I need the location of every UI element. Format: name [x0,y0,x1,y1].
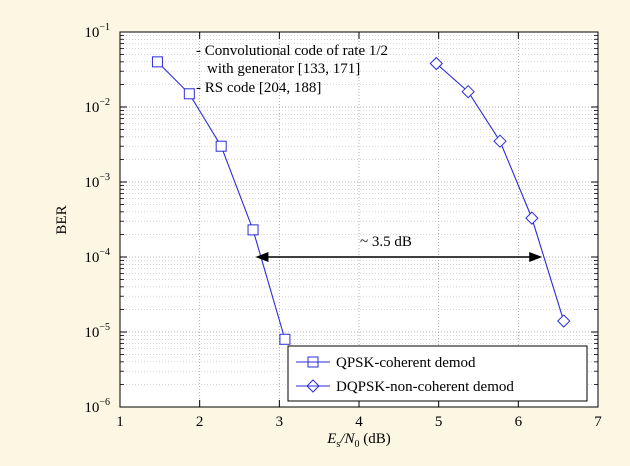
square-marker [215,140,227,152]
x-label-sub-0: 0 [355,439,360,450]
y-tick-label: 10−2 [84,97,110,116]
x-label-sub-s: s [336,439,340,450]
legend: QPSK-coherent demod DQPSK-non-coherent d… [287,345,588,402]
x-tick-label: 1 [116,414,124,430]
diamond-marker [493,134,507,148]
legend-label-1: QPSK-coherent demod [336,355,476,371]
axis-ticks: 10−6 10−5 10−4 10−3 10−2 10−1 1 2 3 4 5 6 7 [84,22,602,430]
legend-swatch-marker-2 [306,379,320,393]
annotation-line-1: - Convolutional code of rate 1/2 [196,43,388,59]
annotation-line-3: - RS code [204, 188] [196,80,321,96]
y-tick-label: 10−3 [84,172,110,191]
gap-arrow-head-left [255,252,269,262]
square-marker [183,88,195,100]
gap-label: ~ 3.5 dB [360,234,412,250]
x-label-slash-n: /N [339,431,355,447]
y-axis-label: BER [54,205,70,234]
diamond-marker [525,211,539,225]
gap-arrow-head-right [529,252,543,262]
x-tick-label: 7 [594,414,602,430]
legend-swatch-marker-1 [307,356,319,368]
square-marker [151,56,163,68]
x-tick-label: 6 [515,414,523,430]
legend-box [287,345,588,402]
x-tick-label: 4 [355,414,363,430]
y-tick-label: 10−5 [84,322,110,341]
x-axis-label: Es/N0 (dB) [326,431,391,450]
x-tick-label: 3 [276,414,284,430]
y-tick-label: 10−1 [84,22,110,41]
x-tick-label: 2 [196,414,204,430]
legend-label-2: DQPSK-non-coherent demod [336,379,514,395]
square-marker [279,333,291,345]
y-tick-label: 10−4 [84,247,110,266]
diamond-marker [557,314,571,328]
diamond-marker [461,84,475,99]
diamond-marker [429,56,443,71]
x-label-e: E [326,431,336,447]
y-tick-label: 10−6 [84,397,110,416]
annotation-line-2: with generator [133, 171] [207,61,360,77]
series-layer [151,56,571,345]
square-marker [247,224,259,236]
x-tick-label: 5 [435,414,443,430]
gap-arrow [255,252,543,262]
x-label-unit: (dB) [360,431,391,447]
